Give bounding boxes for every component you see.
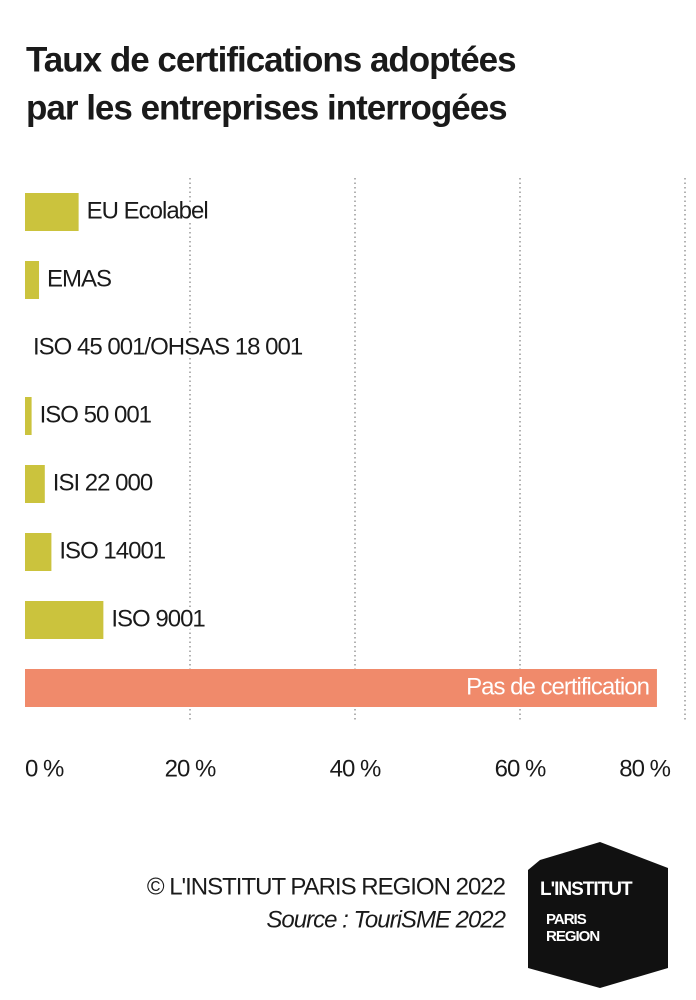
logo-text: PARIS bbox=[546, 911, 587, 928]
x-tick-label: 40 % bbox=[330, 755, 381, 782]
source: Source : TouriSME 2022 bbox=[266, 906, 505, 933]
bar bbox=[25, 533, 52, 571]
bar bbox=[25, 669, 657, 707]
logo-shape bbox=[528, 842, 668, 988]
logo-text: L'INSTITUT bbox=[540, 879, 633, 900]
bar bbox=[25, 261, 40, 299]
bar-label: ISO 9001 bbox=[111, 605, 205, 632]
bar-label: Pas de certification bbox=[466, 673, 649, 700]
x-tick-label: 0 % bbox=[25, 755, 64, 782]
chart-title: par les entreprises interrogées bbox=[26, 88, 507, 127]
bar-label: ISO 45 001/OHSAS 18 001 bbox=[33, 333, 303, 360]
credit: © L'INSTITUT PARIS REGION 2022 bbox=[147, 873, 506, 900]
bar bbox=[25, 465, 45, 503]
x-tick-label: 60 % bbox=[495, 755, 546, 782]
logo-text: REGION bbox=[546, 928, 599, 945]
bar-label: ISO 14001 bbox=[59, 537, 165, 564]
bar bbox=[25, 193, 79, 231]
bar bbox=[25, 601, 104, 639]
chart-title: Taux de certifications adoptées bbox=[26, 40, 516, 79]
bar-label: EU Ecolabel bbox=[87, 197, 208, 224]
bar-label: EMAS bbox=[47, 265, 111, 292]
bar-label: ISI 22 000 bbox=[53, 469, 153, 496]
bar bbox=[25, 397, 32, 435]
x-tick-label: 20 % bbox=[165, 755, 216, 782]
x-tick-label: 80 % bbox=[619, 755, 670, 782]
bar-label: ISO 50 001 bbox=[40, 401, 152, 428]
